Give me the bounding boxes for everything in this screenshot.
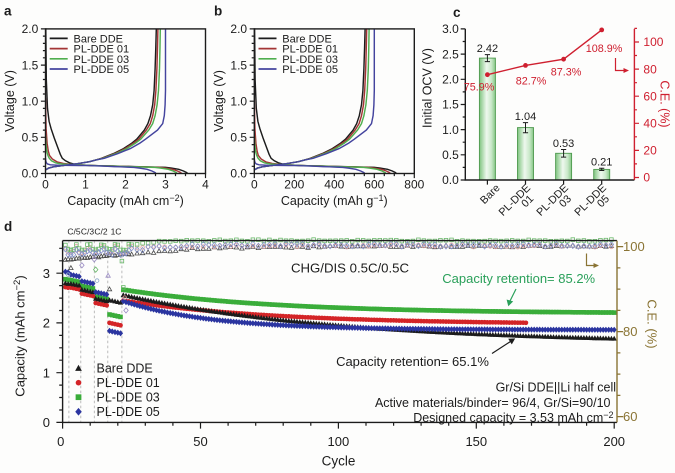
svg-text:PL-DDE 05: PL-DDE 05 — [97, 405, 160, 419]
svg-text:Initial OCV (V): Initial OCV (V) — [421, 48, 435, 128]
svg-text:Capacity (mAh cm−2): Capacity (mAh cm−2) — [12, 275, 27, 396]
svg-text:1.5: 1.5 — [230, 58, 247, 72]
svg-text:03: 03 — [557, 193, 574, 210]
svg-text:80: 80 — [623, 324, 637, 339]
svg-text:0.0: 0.0 — [22, 167, 39, 181]
svg-text:200: 200 — [603, 434, 625, 449]
svg-text:PL-DDE 01: PL-DDE 01 — [74, 44, 130, 56]
svg-text:b: b — [214, 4, 222, 19]
svg-text:100: 100 — [643, 35, 663, 49]
svg-text:0.0: 0.0 — [442, 173, 459, 187]
svg-text:100: 100 — [328, 434, 350, 449]
svg-text:0.53: 0.53 — [553, 138, 574, 150]
svg-text:40: 40 — [643, 117, 657, 131]
svg-text:0.5: 0.5 — [230, 131, 247, 145]
svg-text:2.0: 2.0 — [442, 73, 459, 87]
svg-text:C/5: C/5 — [67, 227, 81, 237]
svg-text:1: 1 — [82, 178, 89, 192]
svg-text:1.0: 1.0 — [230, 94, 247, 108]
svg-text:3: 3 — [162, 178, 169, 192]
svg-text:C/3: C/3 — [81, 227, 95, 237]
svg-text:600: 600 — [364, 178, 384, 192]
svg-text:0.5: 0.5 — [22, 131, 39, 145]
svg-text:d: d — [4, 219, 12, 234]
svg-text:1.0: 1.0 — [22, 94, 39, 108]
svg-text:1: 1 — [43, 365, 50, 380]
svg-text:0: 0 — [57, 434, 64, 449]
svg-text:0.5: 0.5 — [442, 148, 459, 162]
svg-text:Capacity (mAh g−1): Capacity (mAh g−1) — [281, 193, 388, 208]
svg-text:0.21: 0.21 — [591, 157, 612, 169]
svg-text:1.5: 1.5 — [442, 98, 459, 112]
svg-text:a: a — [4, 4, 12, 19]
svg-text:0: 0 — [42, 178, 49, 192]
svg-text:108.9%: 108.9% — [586, 43, 623, 55]
svg-text:Bare DDE: Bare DDE — [97, 362, 153, 376]
svg-text:2: 2 — [43, 316, 50, 331]
svg-text:PL-DDE 01: PL-DDE 01 — [282, 44, 338, 56]
svg-text:2.0: 2.0 — [230, 22, 247, 36]
svg-text:2.42: 2.42 — [477, 43, 498, 55]
svg-text:1.0: 1.0 — [442, 123, 459, 137]
svg-text:1C: 1C — [111, 227, 122, 237]
svg-text:Gr/Si DDE||Li half cell: Gr/Si DDE||Li half cell — [496, 381, 616, 395]
svg-text:150: 150 — [465, 434, 487, 449]
svg-text:01: 01 — [519, 193, 536, 210]
svg-text:0: 0 — [43, 415, 50, 430]
svg-text:PL-DDE 03: PL-DDE 03 — [97, 391, 160, 405]
svg-text:c: c — [453, 5, 461, 20]
svg-text:Active materials/binder= 96/4,: Active materials/binder= 96/4, Gr/Si=90/… — [375, 396, 611, 410]
svg-text:2.0: 2.0 — [22, 22, 39, 36]
svg-text:60: 60 — [623, 409, 637, 424]
svg-text:80: 80 — [643, 62, 657, 76]
svg-text:PL-DDE 03: PL-DDE 03 — [74, 54, 130, 66]
svg-text:Capacity retention= 65.1%: Capacity retention= 65.1% — [336, 354, 489, 369]
svg-text:Capacity retention= 85.2%: Capacity retention= 85.2% — [442, 271, 595, 286]
svg-text:PL-DDE 03: PL-DDE 03 — [282, 54, 338, 66]
svg-text:PL-DDE 05: PL-DDE 05 — [74, 64, 130, 76]
svg-text:400: 400 — [324, 178, 344, 192]
svg-text:Voltage (V): Voltage (V) — [3, 70, 17, 132]
svg-text:1.04: 1.04 — [515, 111, 536, 123]
svg-text:1.5: 1.5 — [22, 58, 39, 72]
svg-text:Bare DDE: Bare DDE — [74, 33, 124, 45]
svg-text:0.0: 0.0 — [230, 167, 247, 181]
svg-text:Designed capacity = 3.53 mAh c: Designed capacity = 3.53 mAh cm−2 — [413, 410, 613, 425]
svg-text:2: 2 — [122, 178, 129, 192]
svg-text:50: 50 — [193, 434, 207, 449]
svg-text:0: 0 — [643, 171, 650, 185]
svg-text:82.7%: 82.7% — [516, 76, 547, 88]
svg-text:4: 4 — [202, 178, 209, 192]
svg-text:75.9%: 75.9% — [464, 82, 495, 94]
svg-text:87.3%: 87.3% — [551, 67, 582, 79]
svg-text:Voltage (V): Voltage (V) — [212, 70, 226, 132]
svg-text:20: 20 — [643, 144, 657, 158]
svg-text:Cycle: Cycle — [322, 454, 356, 469]
svg-text:2.5: 2.5 — [442, 47, 459, 61]
svg-text:800: 800 — [404, 178, 424, 192]
svg-text:60: 60 — [643, 89, 657, 103]
svg-text:Capacity (mAh cm−2): Capacity (mAh cm−2) — [67, 193, 184, 208]
svg-text:C/2: C/2 — [94, 227, 108, 237]
svg-text:C.E. (%): C.E. (%) — [644, 299, 659, 348]
svg-text:0: 0 — [251, 178, 258, 192]
svg-text:100: 100 — [623, 239, 645, 254]
svg-text:PL-DDE 01: PL-DDE 01 — [97, 376, 160, 390]
svg-text:3.0: 3.0 — [442, 22, 459, 36]
svg-text:PL-DDE 05: PL-DDE 05 — [282, 64, 338, 76]
svg-text:Bare DDE: Bare DDE — [282, 33, 332, 45]
svg-text:200: 200 — [284, 178, 304, 192]
svg-text:05: 05 — [595, 193, 612, 210]
svg-text:3: 3 — [43, 266, 50, 281]
svg-text:CHG/DIS 0.5C/0.5C: CHG/DIS 0.5C/0.5C — [291, 261, 409, 276]
svg-text:C.E. (%): C.E. (%) — [658, 80, 672, 127]
